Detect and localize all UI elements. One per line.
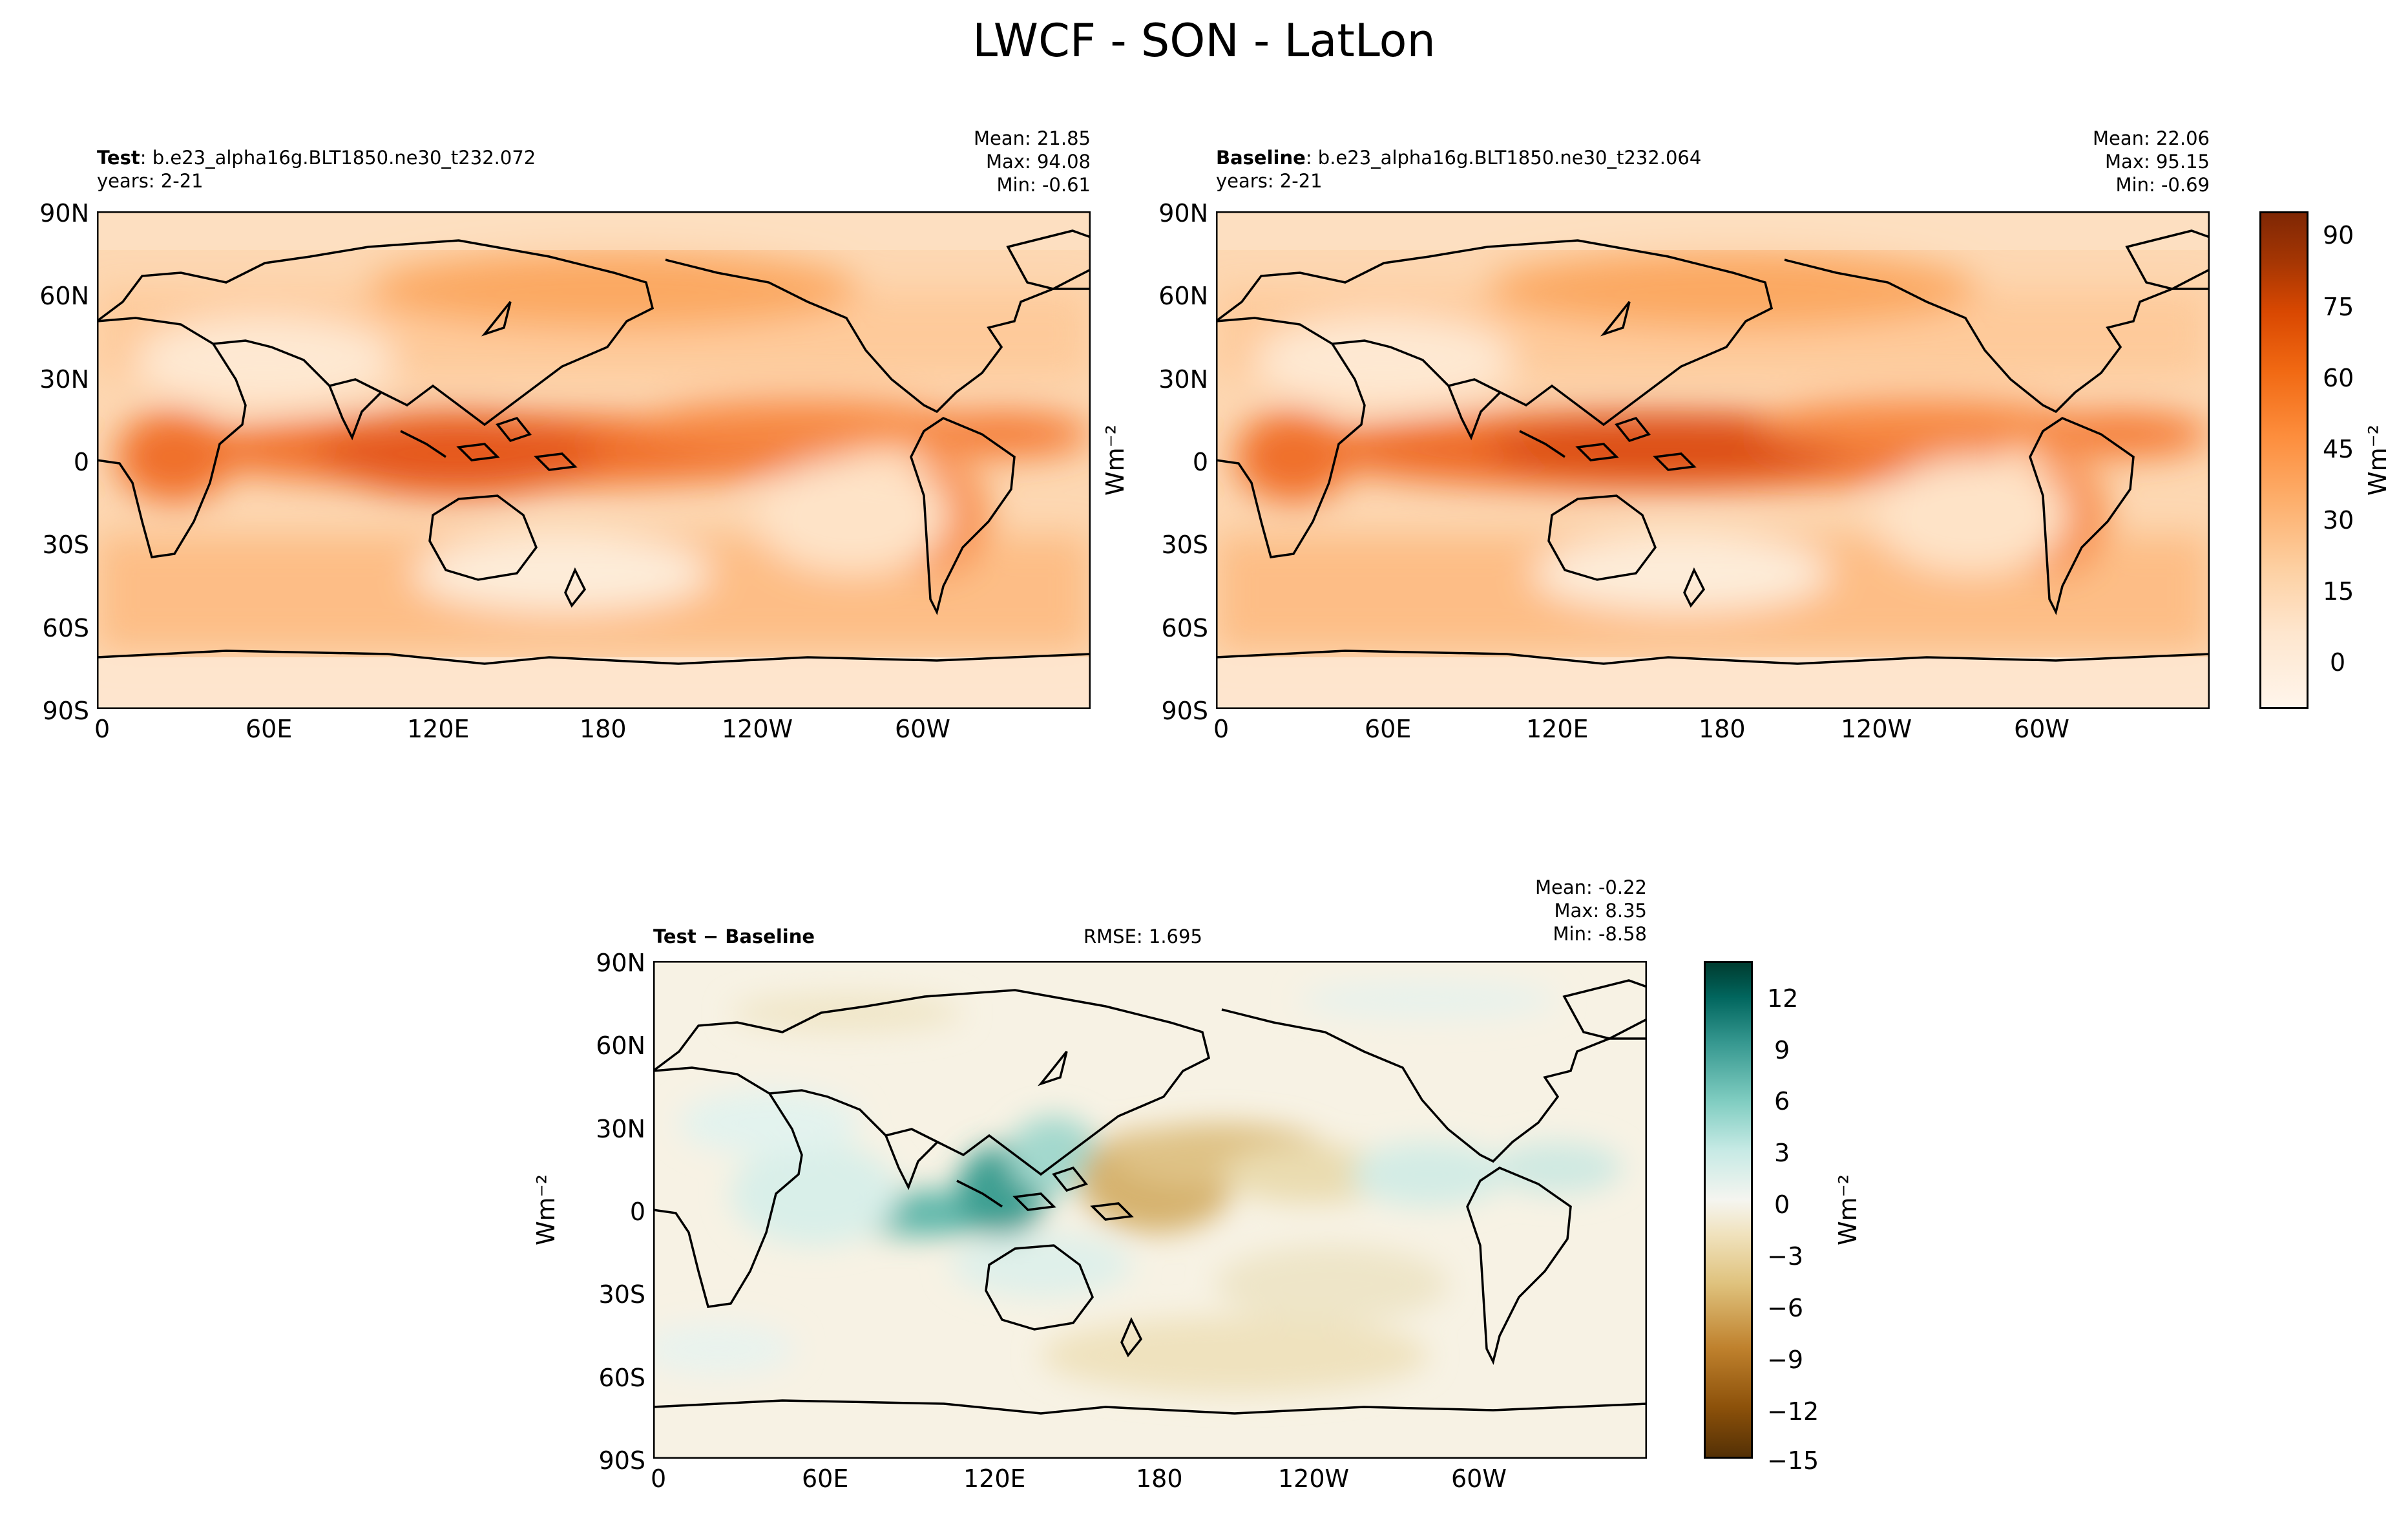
- test-xtick-1: 60E: [246, 715, 293, 743]
- baseline-xtick-1: 60E: [1365, 715, 1412, 743]
- baseline-xtick-2: 120E: [1526, 715, 1589, 743]
- test-min: Min: -0.61: [996, 174, 1091, 196]
- test-label-bold: Test: [97, 147, 140, 169]
- test-xtick-0: 0: [94, 715, 110, 743]
- diff-cbar-tick-9: 9: [1774, 1036, 1790, 1064]
- top-cbar-tick-75: 75: [2323, 293, 2354, 321]
- diff-ylabel: Wm⁻²: [532, 1174, 560, 1245]
- baseline-xtick-0: 0: [1213, 715, 1230, 743]
- baseline-label-rest: : b.e23_alpha16g.BLT1850.ne30_t232.064: [1305, 147, 1702, 169]
- diff-min: Min: -8.58: [1553, 923, 1647, 945]
- test-ytick-3: 0: [73, 448, 89, 476]
- diff-xtick-4: 120W: [1278, 1464, 1350, 1493]
- test-ytick-6: 90S: [42, 697, 89, 725]
- baseline-min: Min: -0.69: [2115, 174, 2210, 196]
- test-ytick-5: 60S: [42, 614, 89, 642]
- baseline-ytick-2: 30N: [1158, 365, 1208, 394]
- baseline-max: Max: 95.15: [2105, 151, 2210, 173]
- diff-ytick-1: 60N: [596, 1031, 645, 1060]
- diff-ytick-5: 60S: [598, 1364, 645, 1392]
- top-cbar-tick-0: 0: [2330, 648, 2346, 677]
- top-cbar-tick-60: 60: [2323, 364, 2354, 392]
- test-map: [97, 211, 1091, 709]
- top-cbar-tick-30: 30: [2323, 506, 2354, 534]
- baseline-xtick-4: 120W: [1841, 715, 1912, 743]
- diff-max: Max: 8.35: [1554, 900, 1647, 922]
- diff-xtick-2: 120E: [963, 1464, 1026, 1493]
- test-mean: Mean: 21.85: [973, 127, 1091, 149]
- test-case-label: Test: b.e23_alpha16g.BLT1850.ne30_t232.0…: [97, 146, 536, 169]
- diff-cbar-tick-m9: −9: [1767, 1346, 1804, 1374]
- test-ytick-2: 30N: [39, 365, 89, 394]
- diff-coastlines: [653, 979, 1647, 1415]
- top-colorbar-label: Wm⁻²: [2363, 425, 2392, 496]
- top-cbar-tick-45: 45: [2323, 435, 2354, 463]
- test-label-rest: : b.e23_alpha16g.BLT1850.ne30_t232.072: [140, 147, 536, 169]
- test-coastlines: [97, 229, 1091, 665]
- baseline-ytick-1: 60N: [1158, 282, 1208, 310]
- test-xtick-2: 120E: [407, 715, 470, 743]
- baseline-ytick-0: 90N: [1158, 199, 1208, 227]
- diff-cbar-tick-m12: −12: [1767, 1397, 1819, 1426]
- baseline-case-label: Baseline: b.e23_alpha16g.BLT1850.ne30_t2…: [1216, 146, 1701, 169]
- baseline-ytick-3: 0: [1192, 448, 1208, 476]
- diff-xtick-1: 60E: [802, 1464, 849, 1493]
- diff-mean: Mean: -0.22: [1534, 876, 1647, 898]
- diff-ytick-6: 90S: [598, 1446, 645, 1475]
- test-years: years: 2-21: [97, 170, 204, 192]
- diff-cbar-tick-m3: −3: [1767, 1242, 1804, 1271]
- diff-ytick-0: 90N: [596, 949, 645, 977]
- top-ylabel: Wm⁻²: [1101, 425, 1129, 496]
- baseline-mean: Mean: 22.06: [2092, 127, 2210, 149]
- baseline-years: years: 2-21: [1216, 170, 1323, 192]
- diff-ytick-2: 30N: [596, 1115, 645, 1143]
- diff-xtick-3: 180: [1136, 1464, 1183, 1493]
- baseline-ytick-5: 60S: [1161, 614, 1208, 642]
- baseline-ytick-4: 30S: [1161, 531, 1208, 559]
- baseline-xtick-5: 60W: [2014, 715, 2069, 743]
- diff-cbar-tick-0: 0: [1774, 1190, 1790, 1219]
- diff-colorbar-label: Wm⁻²: [1834, 1174, 1862, 1245]
- diff-cbar-tick-m15: −15: [1767, 1446, 1819, 1475]
- top-cbar-tick-15: 15: [2323, 577, 2354, 606]
- test-ytick-0: 90N: [39, 199, 89, 227]
- test-ytick-1: 60N: [39, 282, 89, 310]
- test-xtick-4: 120W: [722, 715, 793, 743]
- baseline-label-bold: Baseline: [1216, 147, 1306, 169]
- diff-map: [653, 961, 1647, 1459]
- top-colorbar: [2259, 211, 2309, 709]
- test-xtick-5: 60W: [895, 715, 950, 743]
- diff-ytick-3: 0: [629, 1198, 645, 1226]
- test-xtick-3: 180: [580, 715, 627, 743]
- baseline-map: [1216, 211, 2210, 709]
- figure-title: LWCF - SON - LatLon: [972, 14, 1436, 67]
- baseline-coastlines: [1216, 229, 2210, 665]
- diff-cbar-tick-m6: −6: [1767, 1294, 1804, 1322]
- diff-cbar-tick-3: 3: [1774, 1139, 1790, 1167]
- diff-ytick-4: 30S: [598, 1280, 645, 1309]
- test-ytick-4: 30S: [42, 531, 89, 559]
- top-cbar-tick-90: 90: [2323, 221, 2354, 249]
- diff-cbar-tick-6: 6: [1774, 1087, 1790, 1115]
- baseline-ytick-6: 90S: [1161, 697, 1208, 725]
- test-max: Max: 94.08: [986, 151, 1091, 173]
- diff-colorbar: [1704, 961, 1753, 1459]
- diff-rmse: RMSE: 1.695: [1084, 925, 1202, 947]
- baseline-xtick-3: 180: [1699, 715, 1746, 743]
- diff-xtick-0: 0: [651, 1464, 667, 1493]
- diff-label-bold: Test − Baseline: [653, 925, 815, 947]
- diff-label: Test − Baseline: [653, 925, 815, 948]
- diff-xtick-5: 60W: [1451, 1464, 1507, 1493]
- diff-cbar-tick-12: 12: [1767, 984, 1799, 1013]
